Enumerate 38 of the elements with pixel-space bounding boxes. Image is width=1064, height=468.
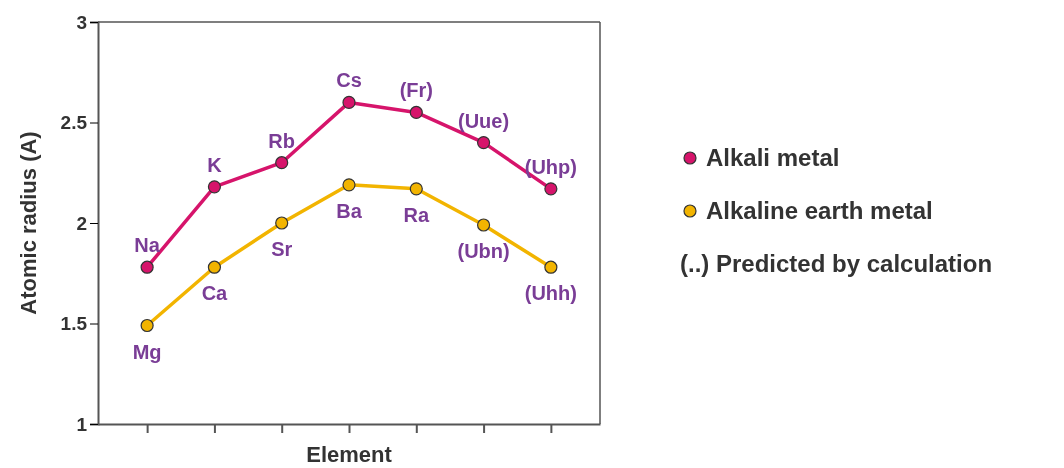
annotation: (Uhh) <box>524 282 577 305</box>
point <box>275 216 289 230</box>
point <box>207 180 222 194</box>
y-tick-label: 2 <box>76 212 87 234</box>
point <box>342 178 356 192</box>
y-axis-title: Atomic radius (A) <box>16 131 41 315</box>
annotation: Ra <box>403 203 430 226</box>
point <box>342 95 356 109</box>
point <box>140 318 154 333</box>
point <box>544 182 558 196</box>
y-tick-label: 2.5 <box>60 112 88 134</box>
annotation: Mg <box>132 340 162 363</box>
point <box>476 218 491 232</box>
point <box>207 260 222 274</box>
y-tick-label: 3 <box>76 11 87 33</box>
annotation: Sr <box>271 238 293 260</box>
point <box>140 260 154 274</box>
point <box>544 260 558 274</box>
legend-label: Alkaline earth metal <box>706 197 933 224</box>
y-tick-label: 1.5 <box>60 313 88 335</box>
legend-label: Alkali metal <box>706 144 840 171</box>
point <box>409 105 423 120</box>
annotation: (Fr) <box>399 79 433 102</box>
annotation: Cs <box>336 69 362 92</box>
point <box>409 182 423 196</box>
x-axis-title: Element <box>306 442 393 467</box>
annotation: Rb <box>268 129 296 152</box>
annotation: (Ubn) <box>457 240 510 263</box>
annotation: (Uue) <box>458 109 510 132</box>
annotation: K <box>207 153 223 176</box>
point <box>275 156 289 170</box>
y-tick-label: 1 <box>76 413 88 435</box>
annotation: (Uhp) <box>524 155 577 178</box>
annotation: Ba <box>336 199 363 222</box>
annotation: Ca <box>201 282 229 305</box>
text: (..) Predicted by calculation <box>680 250 993 277</box>
annotation: Na <box>134 234 161 257</box>
point <box>476 136 491 150</box>
